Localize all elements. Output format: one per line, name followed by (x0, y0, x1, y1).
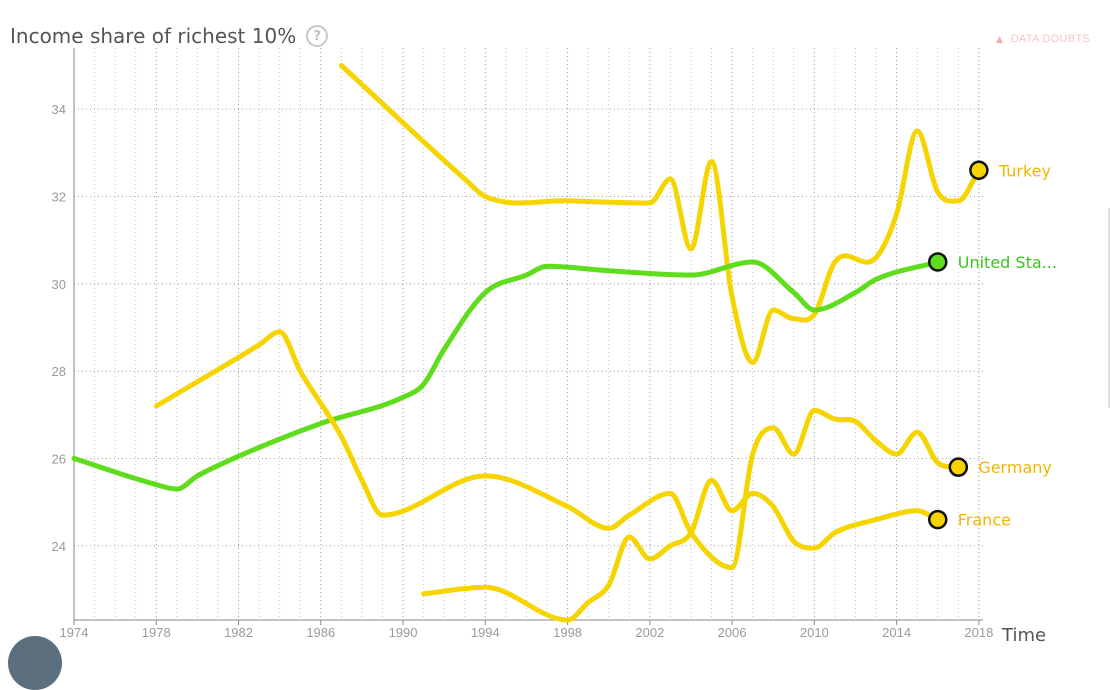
line-chart: 1974 1978 1982 1986 1990 1994 1998 2002 2006 2010… (52, 48, 1057, 646)
x-tick-label: 1978 (142, 625, 171, 640)
series-end-marker-france[interactable] (928, 509, 948, 530)
data-doubts-label: DATA DOUBTS (1010, 33, 1090, 45)
series-lines (71, 63, 982, 623)
x-tick-label: 1990 (389, 625, 418, 640)
series-end-marker-germany[interactable] (948, 457, 969, 477)
y-tick-label: 28 (52, 364, 66, 379)
question-circle-icon[interactable]: ? (306, 25, 329, 47)
x-tick-label: 2018 (964, 625, 993, 640)
avatar[interactable] (8, 636, 62, 690)
y-tick-label: 30 (52, 277, 66, 292)
series-line-france[interactable] (421, 477, 941, 623)
x-tick-label: 2006 (718, 625, 747, 640)
series-label-france[interactable]: France (958, 511, 1011, 530)
y-tick-label: 32 (52, 189, 66, 204)
y-tick-label: 26 (52, 451, 66, 466)
y-tick-label: 34 (52, 102, 66, 117)
series-label-germany[interactable]: Germany (978, 458, 1052, 477)
data-doubts-button[interactable]: ▲ DATA DOUBTS (994, 32, 1090, 46)
series-line-germany[interactable] (153, 329, 961, 571)
grid (73, 48, 983, 620)
axes (73, 48, 983, 625)
series-label-united-sta[interactable]: United Sta... (958, 253, 1057, 272)
x-tick-label: 2010 (800, 625, 829, 640)
series-end-marker-united-sta[interactable] (928, 252, 948, 272)
tick-labels: 1974 1978 1982 1986 1990 1994 1998 2002 2006 2010… (52, 102, 994, 640)
x-tick-label: 1986 (306, 625, 335, 640)
x-tick-label: 1982 (224, 625, 253, 640)
y-tick-label: 24 (52, 539, 66, 554)
series-label-turkey[interactable]: Turkey (998, 161, 1051, 180)
chart-title: Income share of richest 10% ? (10, 24, 329, 48)
series-end-marker-turkey[interactable] (969, 160, 989, 181)
series-markers (928, 160, 989, 530)
scrollbar[interactable] (1108, 208, 1110, 408)
series-line-turkey[interactable] (338, 63, 982, 365)
x-tick-label: 2002 (635, 625, 664, 640)
x-tick-label: 2014 (882, 625, 911, 640)
x-tick-label: 1994 (471, 625, 500, 640)
series-line-united-sta[interactable] (71, 259, 941, 492)
x-tick-label: 1974 (60, 625, 89, 640)
series-labels: Turkey United Sta... France Germany (958, 161, 1057, 529)
x-tick-label: 1998 (553, 625, 582, 640)
warning-triangle-icon: ▲ (993, 32, 1006, 46)
chart-title-text: Income share of richest 10% (10, 24, 297, 48)
x-axis-title: Time (1001, 625, 1046, 646)
